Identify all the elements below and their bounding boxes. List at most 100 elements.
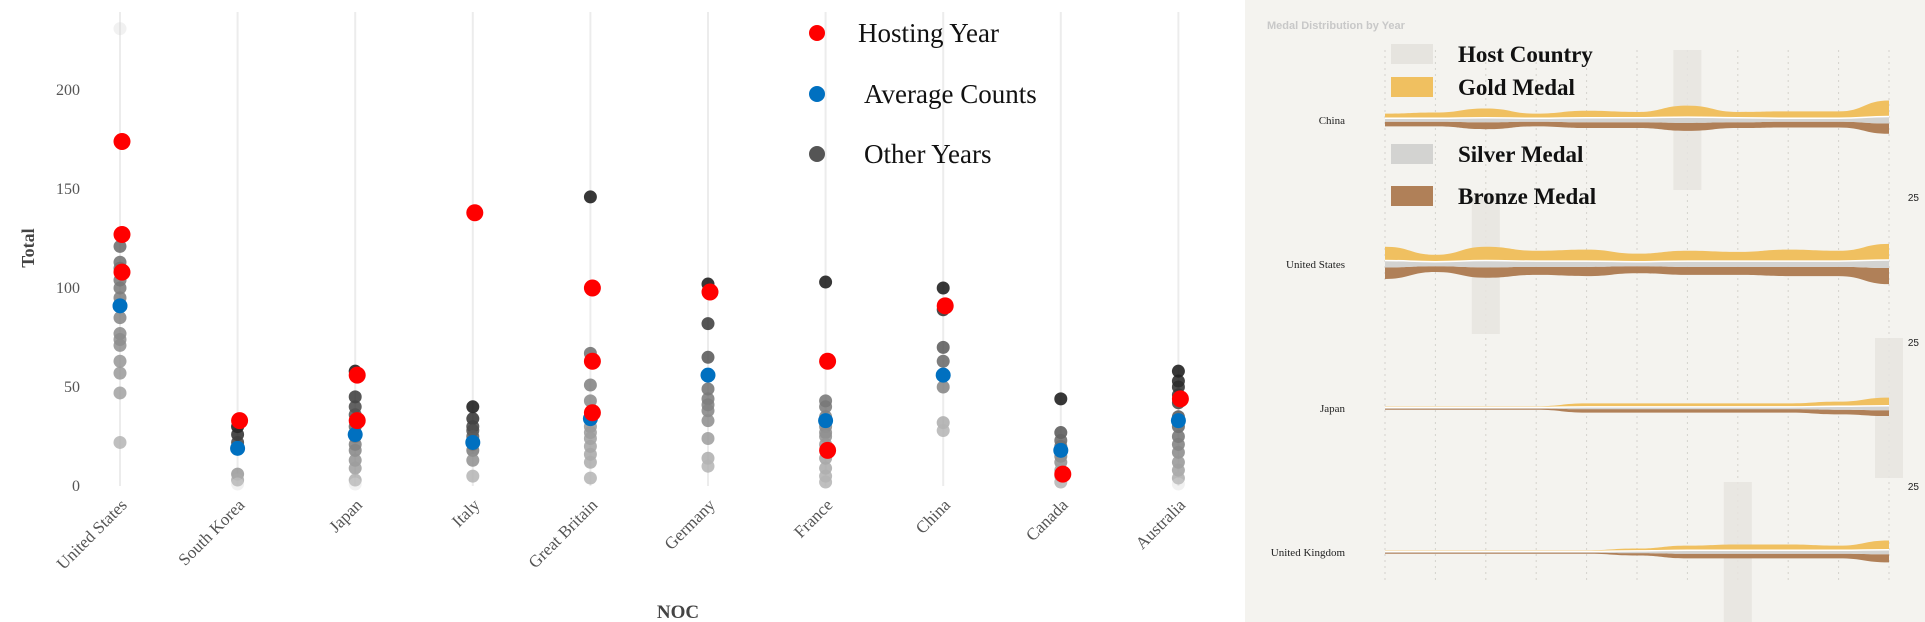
silver-edge-line bbox=[1384, 404, 1890, 409]
legend-label: Average Counts bbox=[864, 79, 1037, 109]
legend-swatch bbox=[1391, 44, 1433, 64]
hosting-year-point bbox=[701, 283, 719, 301]
other-year-point bbox=[113, 281, 127, 295]
other-year-point bbox=[1171, 364, 1185, 378]
x-axis-label: NOC bbox=[657, 602, 699, 622]
hosting-year-point bbox=[819, 441, 837, 459]
x-tick-label: Japan bbox=[325, 495, 366, 536]
country-label: Japan bbox=[1320, 403, 1346, 415]
y-axis-label: Total bbox=[18, 228, 38, 267]
other-year-point bbox=[936, 380, 950, 394]
hosting-year-point bbox=[936, 297, 954, 315]
other-year-point bbox=[113, 435, 127, 449]
other-year-point bbox=[1171, 471, 1185, 485]
hosting-year-point bbox=[466, 204, 484, 222]
other-year-point bbox=[1054, 392, 1068, 406]
other-year-point bbox=[701, 350, 715, 364]
legend-swatch bbox=[1391, 186, 1433, 206]
hosting-year-point bbox=[583, 279, 601, 297]
average-count-point bbox=[112, 298, 128, 314]
other-year-point bbox=[936, 340, 950, 354]
other-year-point bbox=[583, 190, 597, 204]
other-year-point bbox=[701, 317, 715, 331]
other-year-point bbox=[466, 400, 480, 414]
hosting-year-point bbox=[113, 132, 131, 150]
silver-edge-line bbox=[1384, 259, 1890, 263]
other-year-point bbox=[231, 477, 245, 491]
average-count-point bbox=[230, 440, 246, 456]
gold-medal-area bbox=[1385, 540, 1889, 552]
country-label: United States bbox=[1286, 259, 1345, 271]
other-year-point bbox=[819, 475, 833, 489]
gold-medal-area bbox=[1385, 243, 1889, 262]
other-year-point bbox=[113, 366, 127, 380]
other-year-point bbox=[1171, 445, 1185, 459]
other-year-point bbox=[819, 400, 833, 414]
legend-swatch bbox=[1391, 77, 1433, 97]
other-year-point bbox=[701, 404, 715, 418]
x-tick-label: China bbox=[912, 495, 954, 537]
silver-edge-line bbox=[1385, 115, 1890, 120]
scale-label: 25 bbox=[1908, 482, 1920, 493]
other-year-point bbox=[113, 311, 127, 325]
other-year-point bbox=[466, 453, 480, 467]
average-count-point bbox=[1053, 442, 1069, 458]
x-tick-label: United States bbox=[53, 495, 131, 573]
hosting-year-point bbox=[819, 352, 837, 370]
country-label: United Kingdom bbox=[1271, 547, 1346, 559]
bronze-medal-area bbox=[1385, 266, 1889, 285]
other-year-point bbox=[936, 354, 950, 368]
other-year-point bbox=[348, 461, 362, 475]
x-tick-label: Great Britain bbox=[525, 495, 602, 572]
average-count-point bbox=[465, 434, 481, 450]
legend-label: Gold Medal bbox=[1458, 75, 1575, 100]
other-year-point bbox=[113, 239, 127, 253]
x-tick-label: Italy bbox=[448, 495, 484, 531]
gold-medal-area bbox=[1385, 397, 1889, 408]
hosting-year-point bbox=[583, 352, 601, 370]
y-tick-label: 150 bbox=[56, 181, 80, 198]
scale-label: 25 bbox=[1908, 193, 1920, 204]
hosting-year-point bbox=[113, 226, 131, 244]
other-year-point bbox=[231, 473, 245, 487]
other-year-point bbox=[1171, 477, 1185, 491]
y-tick-label: 100 bbox=[56, 280, 80, 297]
other-year-point bbox=[113, 386, 127, 400]
other-year-point bbox=[583, 378, 597, 392]
silver-edge-line bbox=[1384, 548, 1890, 553]
other-year-point bbox=[583, 455, 597, 469]
other-year-point bbox=[113, 354, 127, 368]
x-tick-label: France bbox=[790, 495, 836, 541]
x-tick-label: Australia bbox=[1132, 495, 1190, 553]
hosting-year-point bbox=[348, 366, 366, 384]
other-year-point bbox=[701, 431, 715, 445]
hosting-year-point bbox=[231, 412, 249, 430]
other-year-point bbox=[701, 382, 715, 396]
average-count-point bbox=[935, 367, 951, 383]
other-year-point bbox=[113, 338, 127, 352]
x-tick-label: Germany bbox=[661, 495, 720, 554]
bronze-medal-area bbox=[1385, 408, 1889, 417]
legend-marker bbox=[809, 146, 825, 162]
medal-total-scatter-chart: 0 50 100 150 200 Total NOC United States South K… bbox=[18, 12, 1190, 622]
other-year-point bbox=[583, 394, 597, 408]
legend-swatch bbox=[1391, 144, 1433, 164]
hosting-year-point bbox=[1171, 390, 1189, 408]
other-year-point bbox=[348, 473, 362, 487]
scale-label: 25 bbox=[1908, 338, 1920, 349]
legend-marker bbox=[809, 86, 825, 102]
legend-label: Hosting Year bbox=[858, 18, 999, 48]
other-year-point bbox=[113, 22, 127, 36]
medal-distribution-panel: Medal Distribution by Year China United St… bbox=[1245, 0, 1925, 622]
other-year-point bbox=[701, 414, 715, 428]
legend-label: Bronze Medal bbox=[1458, 184, 1596, 209]
bronze-medal-area bbox=[1385, 552, 1889, 563]
legend-marker bbox=[809, 25, 825, 41]
bronze-medal-area bbox=[1385, 121, 1889, 134]
other-year-point bbox=[348, 477, 362, 491]
other-year-point bbox=[936, 281, 950, 295]
hosting-year-point bbox=[583, 404, 601, 422]
other-year-point bbox=[819, 275, 833, 289]
medal-distribution-ridgeline-chart: Medal Distribution by Year China United St… bbox=[1267, 20, 1920, 622]
